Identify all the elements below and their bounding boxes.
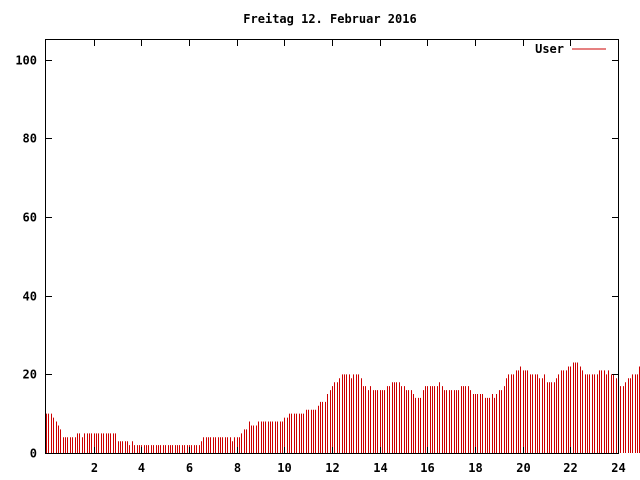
legend: User — [535, 42, 606, 56]
x-tick-label: 18 — [468, 461, 482, 475]
y-tick-label: 0 — [30, 447, 37, 461]
bar-series-user — [46, 362, 640, 453]
x-axis-tick-labels: 2 4 6 8 10 12 14 16 18 20 22 24 — [91, 461, 626, 475]
y-axis-tick-labels: 0 20 40 60 80 100 — [15, 54, 37, 461]
x-tick-label: 12 — [325, 461, 339, 475]
y-tick-label: 20 — [23, 368, 37, 382]
chart-title: Freitag 12. Februar 2016 — [243, 12, 416, 26]
x-tick-label: 14 — [373, 461, 387, 475]
plot-frame — [45, 39, 619, 454]
x-tick-label: 22 — [563, 461, 577, 475]
legend-label-user: User — [535, 42, 564, 56]
x-tick-label: 24 — [611, 461, 625, 475]
x-tick-label: 2 — [91, 461, 98, 475]
x-tick-label: 20 — [516, 461, 530, 475]
y-tick-label: 80 — [23, 132, 37, 146]
x-tick-label: 16 — [420, 461, 434, 475]
x-tick-label: 4 — [138, 461, 145, 475]
x-tick-label: 10 — [277, 461, 291, 475]
y-tick-label: 60 — [23, 211, 37, 225]
x-tick-label: 8 — [234, 461, 241, 475]
x-tick-label: 6 — [186, 461, 193, 475]
y-tick-label: 100 — [15, 54, 37, 68]
y-tick-label: 40 — [23, 290, 37, 304]
